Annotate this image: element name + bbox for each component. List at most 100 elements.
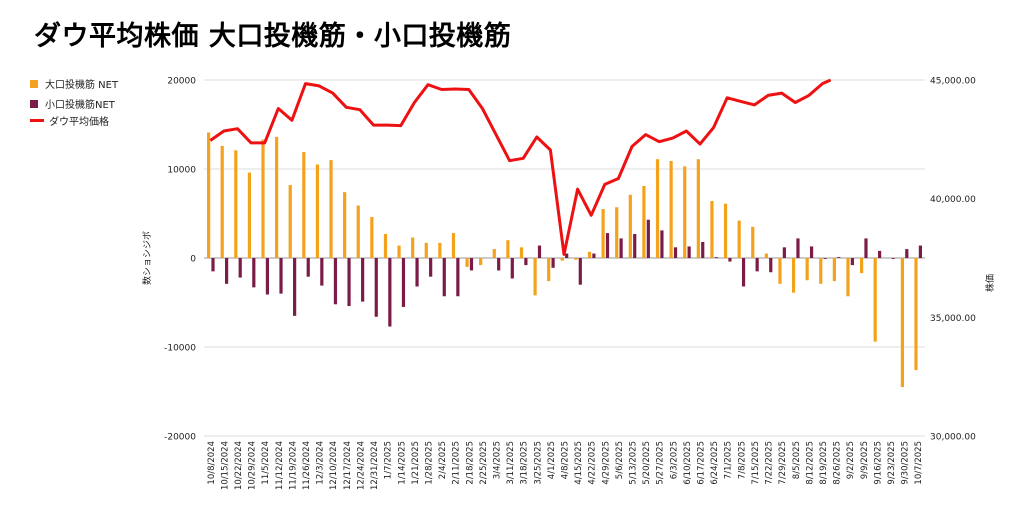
small-bar bbox=[306, 258, 310, 277]
large-bar bbox=[832, 258, 836, 282]
small-bar bbox=[565, 253, 569, 258]
small-bar bbox=[225, 258, 229, 284]
y-tick-label: 0 bbox=[190, 255, 196, 265]
y-axis-label: 数ショシジボ bbox=[141, 231, 153, 285]
small-bar bbox=[660, 230, 664, 258]
small-bar bbox=[578, 258, 582, 285]
x-tick-label: 12/10/2024 bbox=[329, 441, 339, 490]
small-bar bbox=[320, 258, 324, 286]
small-bar bbox=[238, 258, 242, 278]
legend-swatch-dow bbox=[30, 119, 44, 122]
large-bar bbox=[424, 242, 428, 258]
small-bar bbox=[333, 258, 338, 305]
large-bar bbox=[343, 192, 347, 258]
left-axis-ticks: 20000 10000 0 -10000 -20000 bbox=[164, 77, 196, 443]
x-tick-label: 11/12/2024 bbox=[275, 441, 285, 490]
large-bar bbox=[547, 258, 551, 282]
x-tick-label: 5/6/2025 bbox=[615, 441, 625, 479]
small-bar bbox=[497, 258, 501, 271]
y-tick-label: 10000 bbox=[167, 166, 196, 176]
small-bar bbox=[605, 233, 610, 258]
small-bar bbox=[864, 238, 868, 258]
x-tick-label: 11/19/2024 bbox=[288, 441, 298, 490]
x-tick-label: 4/22/2025 bbox=[588, 441, 598, 485]
x-tick-label: 11/5/2024 bbox=[261, 441, 271, 485]
x-tick-label: 6/10/2025 bbox=[683, 441, 693, 485]
large-bar bbox=[859, 258, 864, 274]
large-bar bbox=[900, 258, 904, 388]
small-bar bbox=[551, 258, 555, 268]
large-bar bbox=[397, 245, 401, 258]
large-bar bbox=[370, 217, 374, 258]
y2-tick-label: 45,000.00 bbox=[930, 77, 976, 87]
legend-label-dow: ダウ平均価格 bbox=[49, 117, 109, 128]
x-tick-label: 3/18/2025 bbox=[520, 441, 530, 485]
y2-tick-label: 40,000.00 bbox=[930, 195, 976, 205]
x-tick-label: 9/23/2025 bbox=[887, 441, 897, 485]
legend-item-small: 小口投機筋NET bbox=[30, 96, 115, 111]
legend-label-small: 小口投機筋NET bbox=[45, 100, 115, 111]
large-bar bbox=[329, 160, 333, 258]
large-bar bbox=[492, 249, 496, 258]
legend-item-dow: ダウ平均価格 bbox=[30, 113, 109, 128]
large-bar bbox=[791, 258, 796, 293]
x-tick-label: 7/8/2025 bbox=[737, 441, 747, 479]
x-tick-label: 4/1/2025 bbox=[547, 441, 557, 479]
legend-swatch-small bbox=[30, 99, 38, 108]
large-bar bbox=[642, 185, 646, 258]
x-tick-label: 10/8/2024 bbox=[207, 441, 217, 485]
x-tick-label: 2/11/2025 bbox=[452, 441, 462, 485]
large-bar bbox=[438, 242, 442, 258]
x-tick-label: 5/13/2025 bbox=[629, 441, 639, 485]
large-bar bbox=[560, 258, 564, 261]
large-bar bbox=[315, 164, 320, 258]
large-bar bbox=[696, 159, 700, 258]
x-tick-label: 10/7/2025 bbox=[914, 441, 924, 485]
small-bar bbox=[837, 257, 841, 258]
large-bar bbox=[601, 209, 605, 258]
y2-tick-label: 35,000.00 bbox=[930, 314, 976, 324]
small-bar bbox=[279, 258, 283, 294]
x-tick-label: 4/8/2025 bbox=[561, 441, 571, 479]
small-bar bbox=[456, 258, 460, 297]
large-bar bbox=[383, 233, 388, 258]
small-bar bbox=[918, 245, 922, 258]
x-tick-label: 9/30/2025 bbox=[901, 441, 911, 485]
x-tick-label: 6/17/2025 bbox=[697, 441, 707, 485]
large-bar bbox=[479, 258, 483, 266]
y-tick-label: -10000 bbox=[164, 344, 196, 354]
gridlines bbox=[204, 79, 925, 437]
large-bar bbox=[411, 237, 415, 258]
x-tick-label: 4/15/2025 bbox=[574, 441, 584, 485]
x-tick-label: 8/5/2025 bbox=[792, 441, 802, 479]
large-bar bbox=[247, 172, 252, 258]
large-bar bbox=[615, 207, 619, 258]
small-bar bbox=[905, 249, 909, 258]
x-tick-label: 7/1/2025 bbox=[724, 441, 734, 479]
legend-item-large: 大口投機筋 NET bbox=[30, 76, 118, 91]
large-bar bbox=[356, 205, 360, 258]
x-tick-label: 9/16/2025 bbox=[873, 441, 883, 485]
x-tick-label: 12/17/2024 bbox=[343, 441, 353, 490]
y2-axis-label: 株価 bbox=[984, 274, 996, 292]
x-tick-label: 7/29/2025 bbox=[778, 441, 788, 485]
x-tick-label: 9/9/2025 bbox=[860, 441, 870, 479]
x-tick-label: 10/29/2024 bbox=[248, 441, 258, 490]
large-bar bbox=[655, 159, 660, 258]
small-bar bbox=[374, 258, 378, 317]
small-bar bbox=[537, 245, 542, 258]
x-tick-label: 2/25/2025 bbox=[479, 441, 489, 485]
large-bar bbox=[723, 203, 728, 258]
large-bar bbox=[288, 185, 292, 258]
small-bar bbox=[469, 258, 474, 271]
x-tick-label: 10/22/2024 bbox=[234, 441, 244, 490]
y-tick-label: 20000 bbox=[167, 77, 196, 87]
x-tick-label: 1/14/2025 bbox=[397, 441, 407, 485]
small-bar bbox=[415, 258, 419, 287]
small-bar bbox=[265, 258, 270, 295]
large-bar bbox=[764, 253, 768, 258]
large-bar bbox=[261, 139, 265, 258]
large-bar bbox=[519, 247, 524, 258]
small-bar bbox=[619, 238, 623, 258]
